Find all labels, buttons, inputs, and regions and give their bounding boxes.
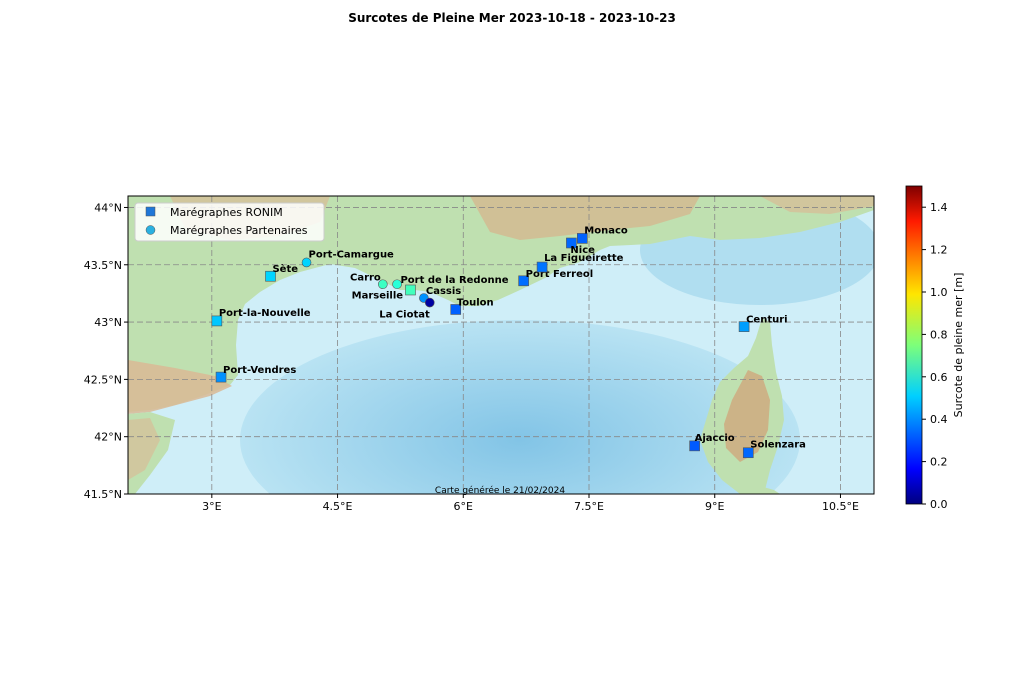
colorbar-tick-label: 1.0 [930,286,948,299]
x-tick-label: 3°E [202,500,221,513]
chart-title: Surcotes de Pleine Mer 2023-10-18 - 2023… [348,11,676,25]
station-label: Port-la-Nouvelle [219,308,311,319]
station-marker-square[interactable] [566,237,577,249]
station-label: Sète [272,263,298,275]
deep-sea [240,320,800,494]
station-label: La Figueirette [544,253,624,264]
x-tick-label: 10.5°E [822,500,859,513]
alps-relief [470,196,700,240]
station-marker-square[interactable] [742,447,754,459]
x-tick-label: 6°E [454,500,473,513]
colorbar-tick-label: 0.6 [930,371,948,384]
map-frame [127,195,875,495]
y-tick-label: 43.5°N [84,259,122,272]
station-label: Centuri [746,315,788,326]
station-marker-square[interactable] [265,270,276,282]
station-marker-square[interactable] [536,261,548,273]
y-tick-label: 41.5°N [84,488,122,501]
colorbar-tick-label: 0.8 [930,328,948,341]
colorbar-tick-label: 0.2 [930,456,948,469]
station-marker-circle[interactable] [301,257,312,268]
station-label: Monaco [584,225,628,236]
colorbar-scale [905,185,923,505]
legend-ronim-label: Marégraphes RONIM [170,206,283,219]
legend: Marégraphes RONIM Marégraphes Partenaire… [134,202,325,242]
y-tick-label: 42.5°N [84,373,122,386]
station-label: Solenzara [750,440,806,451]
station-marker-square[interactable] [211,315,223,327]
station-label: La Ciotat [379,310,430,321]
apennines-relief [760,196,874,214]
sardinia-tip [748,486,780,494]
colorbar-label: Surcote de pleine mer [m] [952,273,965,418]
colorbar: 0.0 0.2 0.4 0.6 0.8 1.0 1.2 1.4 Surcote de plei… [905,185,965,511]
station-marker-square[interactable] [518,275,529,287]
pyrenees-relief [128,360,232,414]
legend-partenaires-label: Marégraphes Partenaires [170,224,308,237]
y-tick-label: 44°N [94,201,122,214]
station-label: Toulon [457,297,494,308]
station-label: Cassis [426,286,461,297]
station-marker-circle[interactable] [392,279,402,290]
corsica-relief [724,370,770,462]
colorbar-tick-label: 0.4 [930,413,948,426]
station-marker-square[interactable] [577,233,588,244]
colorbar-tick-label: 1.2 [930,244,948,257]
legend-square-icon [145,206,156,217]
generation-note: Carte générée le 21/02/2024 [435,485,565,496]
y-tick-label: 42°N [94,431,122,444]
spain-relief [128,418,160,480]
station-markers: Port-Vendres Port-la-Nouvelle Sète Port-Cam… [211,225,806,459]
legend-circle-icon [145,225,156,235]
station-marker-circle[interactable] [378,279,388,290]
map-background [128,196,874,494]
station-label: Ajaccio [695,433,735,444]
station-label: Port-Vendres [223,365,296,376]
station-marker-square[interactable] [215,371,227,383]
station-label: Marseille [352,290,404,301]
colorbar-tick-label: 1.4 [930,201,948,214]
station-marker-circle[interactable] [424,297,435,308]
station-marker-square[interactable] [689,440,700,452]
x-tick-label: 7.5°E [574,500,604,513]
station-marker-square[interactable] [738,321,750,332]
y-tick-label: 43°N [94,316,122,329]
station-marker-square[interactable] [450,304,462,315]
x-tick-label: 4.5°E [323,500,353,513]
legend-box [134,202,325,242]
station-label: Nice [570,245,595,256]
station-label: Port Ferreol [526,269,594,280]
x-tick-label: 9°E [705,500,724,513]
station-label: Port-Camargue [309,249,395,260]
station-label: Carro [350,272,381,283]
colorbar-tick-label: 0.0 [930,498,948,511]
axis-ticks: 3°E 4.5°E 6°E 7.5°E 9°E 10.5°E 44°N 43.5°N 43°N 4… [84,201,859,513]
mainland-france [128,196,874,412]
station-marker-square[interactable] [405,284,416,296]
station-label: Port de la Redonne [400,275,508,286]
colorbar-ticks: 0.0 0.2 0.4 0.6 0.8 1.0 1.2 1.4 [922,201,948,511]
